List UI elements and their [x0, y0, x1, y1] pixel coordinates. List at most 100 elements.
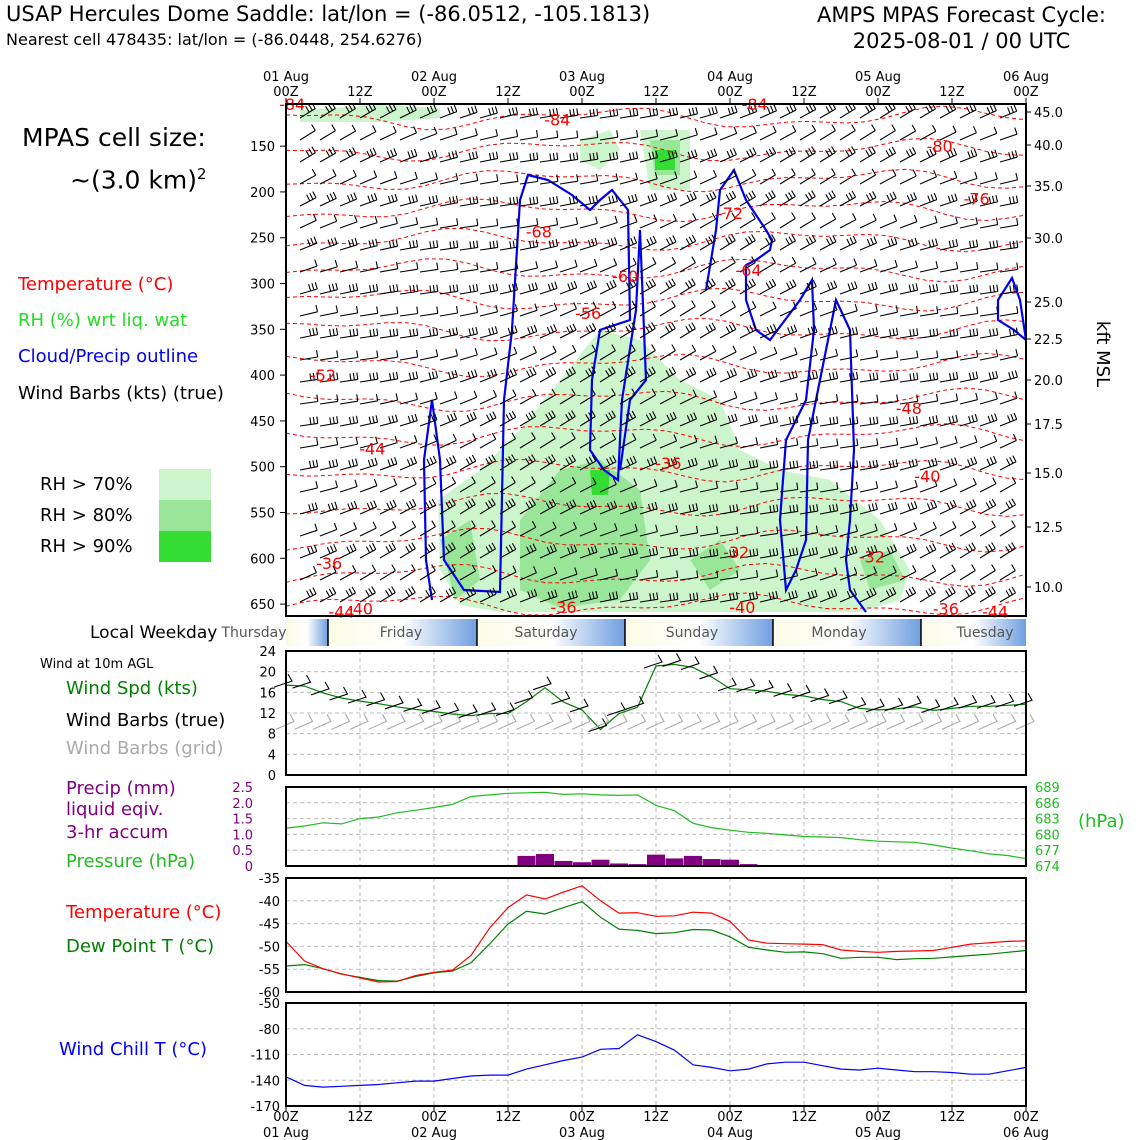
precip-bar	[536, 853, 554, 866]
wind-barb	[539, 366, 557, 383]
wind-barb-true	[791, 684, 811, 699]
wind-barb-true	[921, 699, 941, 713]
wind-barb	[399, 194, 418, 207]
temperature-frame	[285, 877, 1027, 993]
wind-barb	[659, 322, 676, 339]
wind-barb	[639, 193, 658, 207]
wind-barb	[659, 502, 678, 515]
wind-barb	[939, 371, 959, 383]
wind-barb	[739, 323, 757, 339]
wind-barb	[719, 212, 736, 229]
wind-barb	[359, 104, 377, 119]
wind-barb-grid	[442, 714, 462, 730]
wind-barb	[579, 152, 599, 163]
wind-barb	[319, 522, 338, 537]
wind-barb	[979, 477, 997, 493]
temperature-line	[285, 885, 1027, 983]
wind-barb	[939, 457, 958, 471]
wind-barb	[339, 565, 357, 581]
wind-barb	[839, 104, 856, 119]
wind-barb	[979, 262, 999, 273]
wind-barb	[359, 238, 378, 251]
wind-barb	[459, 262, 479, 273]
wind-barb	[959, 148, 978, 163]
pressure-tick-label: 450	[250, 415, 275, 430]
wind-barb	[699, 592, 719, 603]
wind-barb	[619, 344, 636, 361]
wind-barb	[339, 283, 359, 295]
wind-barb	[819, 212, 837, 229]
wind-barb	[999, 104, 1018, 119]
wind-barb	[739, 256, 756, 273]
precip-bar	[665, 858, 684, 866]
wind-barb	[979, 498, 997, 515]
wind-barb	[819, 588, 838, 603]
wind-barb	[939, 564, 956, 581]
temperature-contour-label: -52	[310, 366, 336, 385]
wind-barb	[779, 590, 798, 603]
wind-barb	[679, 412, 698, 427]
wind-barb	[599, 194, 618, 207]
wind-barb	[659, 344, 676, 361]
wind-barb-grid	[997, 714, 1017, 730]
precip-bar	[647, 854, 665, 866]
precip-legend-2: liquid eqiv.	[66, 799, 163, 820]
wind-barb-true	[440, 702, 460, 717]
wind-barb	[799, 546, 819, 559]
wind-barb	[619, 300, 637, 317]
wind-barb	[859, 236, 878, 251]
wind-barb	[439, 348, 459, 361]
wind-barb	[439, 476, 457, 493]
wind-barb	[939, 521, 957, 537]
wind-barb	[739, 548, 759, 559]
wind-barb	[939, 586, 956, 603]
wind-barb	[579, 216, 598, 229]
wind-speed-tick: 8	[268, 728, 276, 743]
bottom-hour-tick: 00Z	[1013, 1110, 1039, 1125]
wind-barb	[739, 526, 759, 537]
wind-barb	[339, 169, 357, 185]
temperature-labels: -84-84-84-80-76-72-68-64-60-56-52-48-44-…	[279, 95, 1008, 621]
wind-barb	[819, 438, 839, 449]
wind-barb	[839, 213, 857, 229]
pressure-tick-label: 300	[250, 278, 275, 293]
wind-barb	[559, 302, 578, 317]
temperature-contour	[286, 227, 1026, 253]
wind-barb	[439, 564, 456, 581]
precip-tick: 2.0	[232, 797, 253, 812]
wind-barb	[599, 173, 619, 185]
forecast-cycle-line2: 2025-08-01 / 00 UTC	[852, 29, 1071, 53]
wind-barb	[579, 477, 597, 493]
wind-barb	[839, 588, 858, 603]
wind-barb	[839, 416, 859, 427]
wind-barb	[539, 566, 558, 581]
wind-barb	[359, 306, 379, 317]
wind-barb	[479, 283, 499, 295]
wind-barb	[799, 325, 818, 339]
wind-barb-true	[569, 698, 589, 713]
weekday-name: Sunday	[666, 625, 718, 641]
temperature-tick: -40	[259, 895, 280, 910]
wind-barb	[319, 544, 338, 559]
wind-barb	[479, 454, 496, 471]
wind-barb	[799, 460, 819, 471]
wind-barb	[699, 322, 716, 339]
wind-barb	[599, 546, 618, 559]
wind-barb	[799, 302, 818, 317]
wind-barb	[459, 476, 476, 493]
wind-barb	[479, 347, 498, 361]
temperature-contour-label: -44	[328, 602, 354, 621]
wind-barb-grid	[423, 714, 443, 730]
wind-barb	[359, 147, 377, 163]
wind-barb-true	[680, 656, 700, 671]
wind-barb	[519, 130, 539, 141]
wind-barb-grid	[1015, 714, 1035, 730]
wind-barb	[899, 479, 918, 493]
wind-barb	[499, 240, 519, 251]
wind-barb	[519, 218, 539, 229]
wind-barb	[499, 367, 517, 383]
cell-size-value: ~(3.0 km)	[70, 165, 197, 195]
top-hour-tick: 12Z	[347, 85, 373, 100]
kft-tick-label: 45.0	[1034, 106, 1063, 121]
temperature-contour-label: -36	[316, 554, 342, 573]
